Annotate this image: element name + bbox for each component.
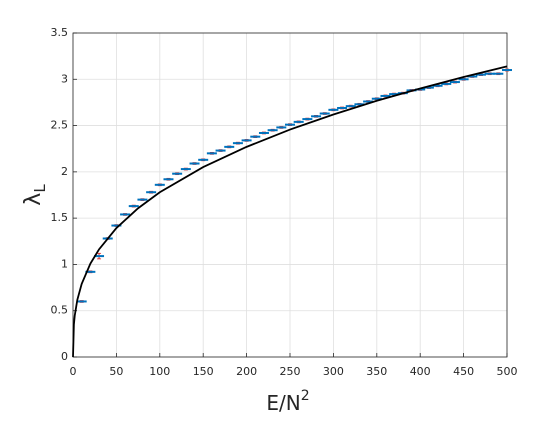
y-tick-label: 1 <box>61 257 68 270</box>
y-label-text: λ <box>21 193 46 206</box>
y-tick-label: 3 <box>61 72 68 85</box>
x-tick-label: 150 <box>193 365 214 378</box>
x-tick-label: 200 <box>236 365 257 378</box>
y-tick-label: 2 <box>61 165 68 178</box>
y-tick-label: 0.5 <box>51 304 69 317</box>
y-label-subscript: L <box>31 184 49 193</box>
y-tick-label: 1.5 <box>51 211 69 224</box>
x-label-text: E/N <box>266 391 300 415</box>
x-tick-label: 400 <box>410 365 431 378</box>
x-tick-label: 300 <box>323 365 344 378</box>
x-tick-label: 450 <box>453 365 474 378</box>
fit-curve <box>72 65 508 358</box>
y-tick-label: 0 <box>61 350 68 363</box>
x-tick-label: 100 <box>149 365 170 378</box>
x-axis-label: E/N2 <box>266 388 309 415</box>
x-tick-label: 500 <box>497 365 518 378</box>
y-tick-label: 2.5 <box>51 119 69 132</box>
x-label-superscript: 2 <box>301 388 310 404</box>
x-tick-label: 250 <box>280 365 301 378</box>
y-axis-label: λL <box>21 184 49 206</box>
x-tick-label: 0 <box>70 365 77 378</box>
y-tick-label: 3.5 <box>51 26 69 39</box>
x-tick-label: 50 <box>109 365 123 378</box>
x-tick-label: 350 <box>366 365 387 378</box>
